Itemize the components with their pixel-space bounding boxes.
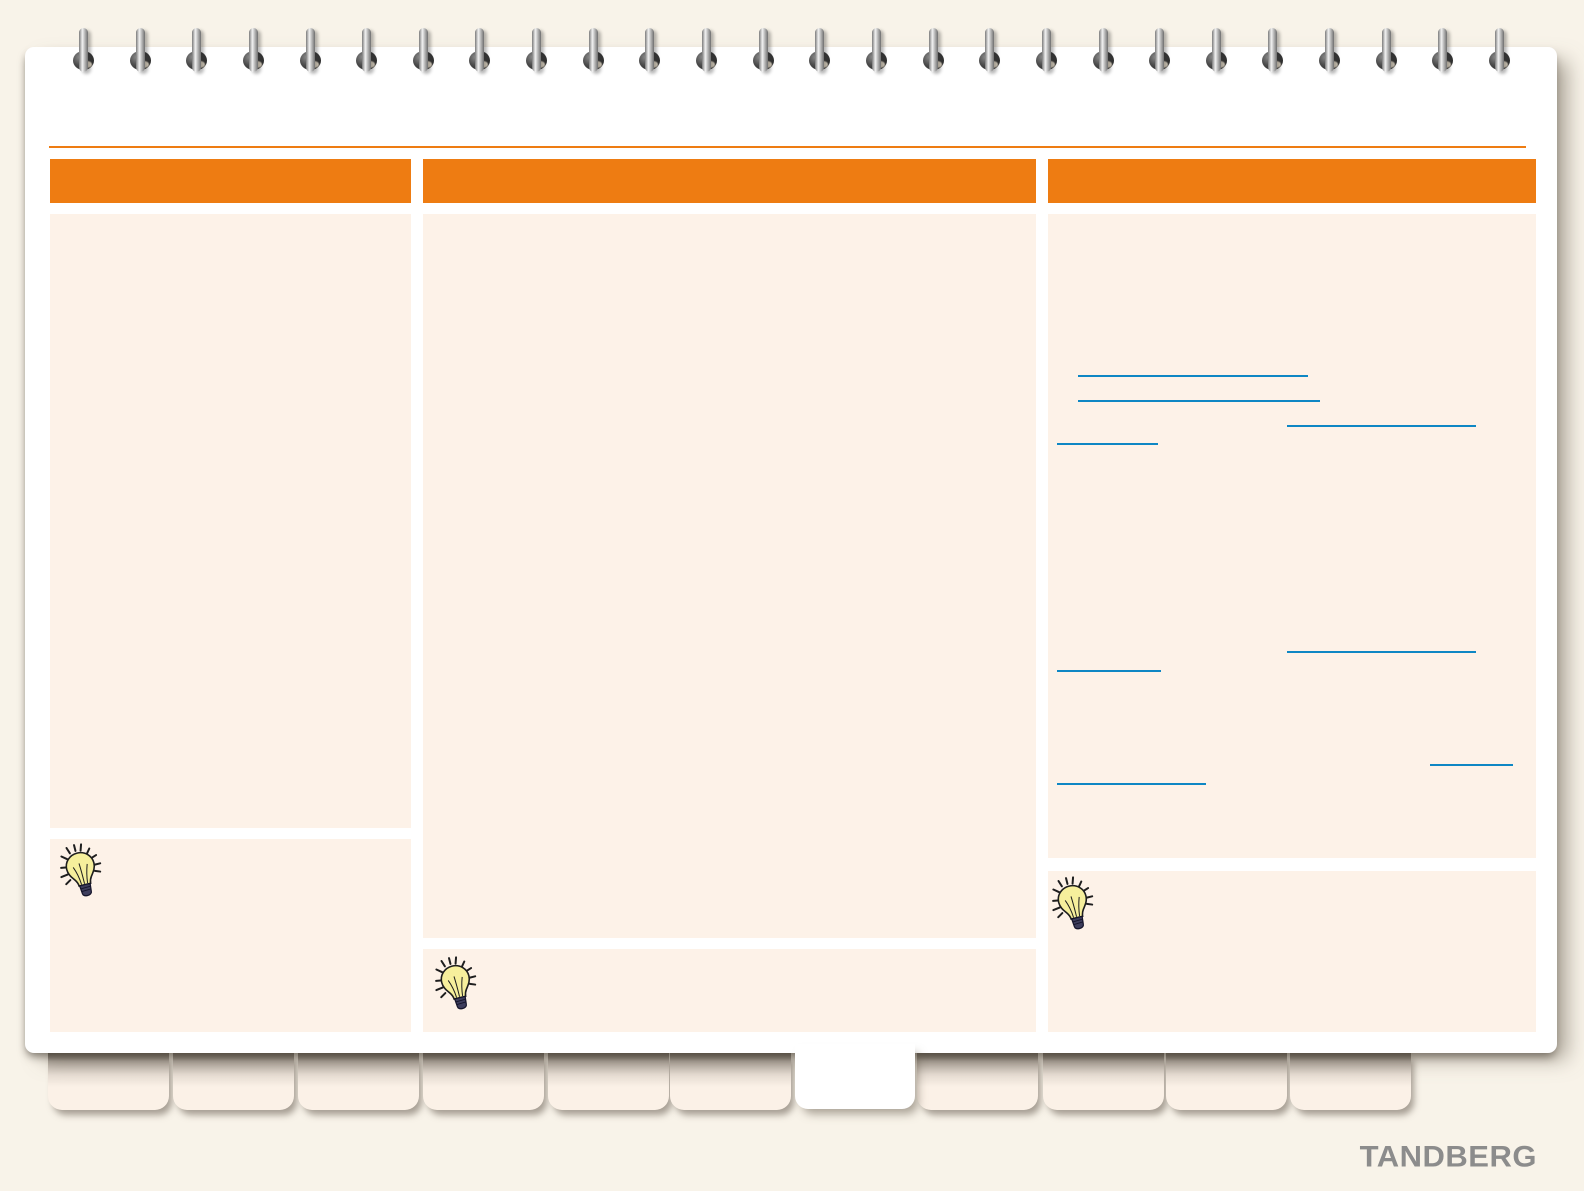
spiral-ring: [1261, 26, 1285, 76]
ring-wire: [1041, 28, 1051, 72]
spiral-ring: [1488, 26, 1512, 76]
tab-11[interactable]: [1290, 1053, 1411, 1110]
spiral-ring: [582, 26, 606, 76]
spiral-ring: [922, 26, 946, 76]
spiral-ring: [1035, 26, 1059, 76]
spiral-ring: [978, 26, 1002, 76]
spiral-ring: [412, 26, 436, 76]
tab-3[interactable]: [298, 1053, 419, 1110]
spiral-ring: [1148, 26, 1172, 76]
ring-wire: [1438, 28, 1448, 72]
ring-wire: [758, 28, 768, 72]
ring-wire: [248, 28, 258, 72]
ring-wire: [192, 28, 202, 72]
spiral-ring: [129, 26, 153, 76]
ring-wire: [702, 28, 712, 72]
ring-wire: [532, 28, 542, 72]
ring-wire: [1211, 28, 1221, 72]
spiral-ring: [72, 26, 96, 76]
ring-wire: [1155, 28, 1165, 72]
tip-icon-left: [58, 843, 106, 905]
ring-wire: [362, 28, 372, 72]
content-panel-right: [1048, 214, 1536, 858]
tip-box-right: [1048, 871, 1536, 1032]
ring-wire: [79, 28, 88, 72]
spiral-ring: [752, 26, 776, 76]
link-underline-8[interactable]: [1057, 783, 1206, 786]
column-header-right: [1048, 159, 1536, 203]
ring-wire: [1325, 28, 1335, 72]
tip-icon-middle: [433, 956, 481, 1018]
ring-wire: [588, 28, 598, 72]
ring-wire: [135, 28, 145, 72]
ring-wire: [815, 28, 825, 72]
ring-wire: [305, 28, 315, 72]
tab-7-active[interactable]: [795, 1044, 915, 1109]
spiral-ring: [1318, 26, 1342, 76]
tandberg-logo: TANDBERG: [1359, 1139, 1537, 1174]
spiral-ring: [525, 26, 549, 76]
lightbulb-icon: [435, 956, 477, 1010]
link-underline-3[interactable]: [1287, 425, 1476, 428]
link-underline-4[interactable]: [1057, 443, 1158, 446]
spiral-ring: [185, 26, 209, 76]
lightbulb-icon: [60, 843, 102, 897]
ring-wire: [475, 28, 485, 72]
link-underline-7[interactable]: [1430, 764, 1513, 767]
link-underline-6[interactable]: [1057, 670, 1161, 673]
tab-2[interactable]: [173, 1053, 294, 1110]
column-header-left: [50, 159, 411, 203]
tab-6[interactable]: [670, 1053, 791, 1110]
ring-wire: [1098, 28, 1108, 72]
tab-8[interactable]: [917, 1053, 1038, 1110]
lightbulb-icon: [1052, 876, 1094, 930]
spiral-ring: [1375, 26, 1399, 76]
tab-10[interactable]: [1166, 1053, 1287, 1110]
spiral-ring: [1092, 26, 1116, 76]
column-header-middle: [423, 159, 1036, 203]
spiral-ring: [1205, 26, 1229, 76]
spiral-binding: [0, 0, 1584, 90]
tab-strip: [0, 1044, 1584, 1133]
ring-wire: [871, 28, 881, 72]
ring-wire: [985, 28, 995, 72]
spiral-ring: [355, 26, 379, 76]
link-underline-2[interactable]: [1078, 400, 1320, 403]
spiral-ring: [808, 26, 832, 76]
tab-1[interactable]: [48, 1053, 169, 1110]
ring-wire: [928, 28, 938, 72]
spiral-ring: [1431, 26, 1455, 76]
spiral-ring: [865, 26, 889, 76]
tab-9[interactable]: [1043, 1053, 1164, 1110]
tip-box-middle: [423, 949, 1036, 1032]
spiral-ring: [468, 26, 492, 76]
tip-icon-right: [1050, 876, 1098, 938]
tip-box-left: [50, 839, 411, 1032]
ring-wire: [645, 28, 655, 72]
content-panel-left: [50, 214, 411, 828]
content-panel-middle: [423, 214, 1036, 938]
link-underline-1[interactable]: [1078, 375, 1308, 378]
header-rule: [49, 146, 1526, 148]
spiral-ring: [299, 26, 323, 76]
ring-wire: [1268, 28, 1278, 72]
link-underline-5[interactable]: [1287, 651, 1476, 654]
ring-wire: [1495, 28, 1504, 72]
spiral-ring: [638, 26, 662, 76]
tab-4[interactable]: [423, 1053, 544, 1110]
ring-wire: [418, 28, 428, 72]
ring-wire: [1381, 28, 1391, 72]
tab-5[interactable]: [548, 1053, 669, 1110]
spiral-ring: [242, 26, 266, 76]
spiral-ring: [695, 26, 719, 76]
